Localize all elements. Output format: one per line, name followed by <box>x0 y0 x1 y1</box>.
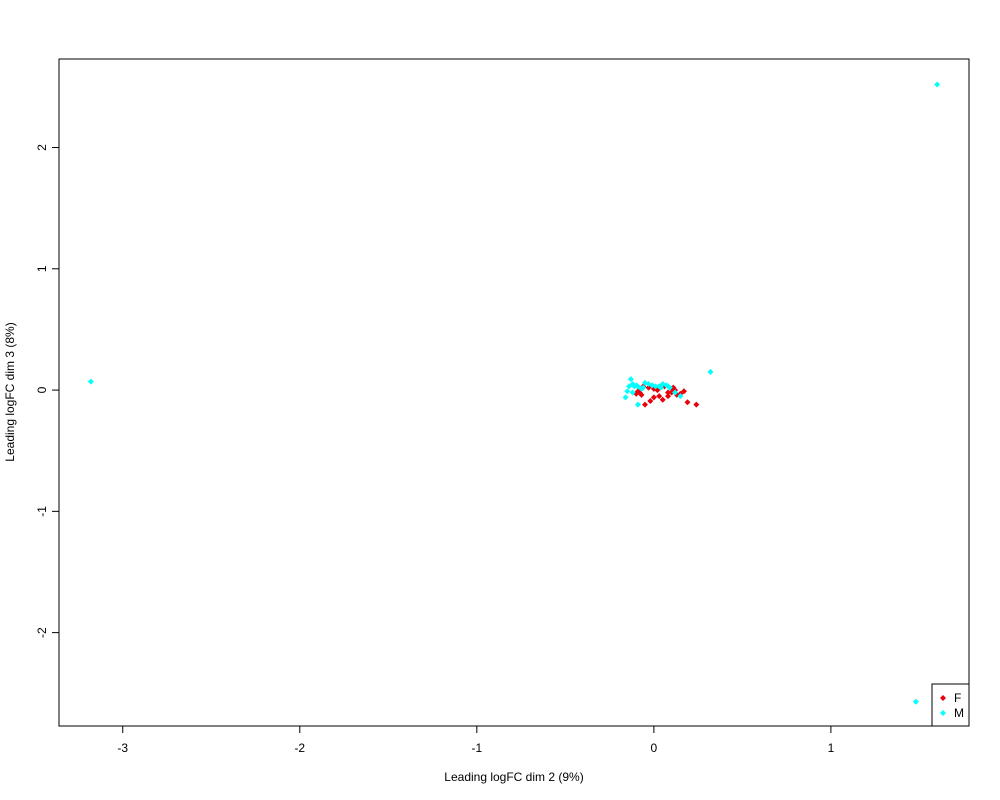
y-tick-label: 0 <box>35 386 49 393</box>
data-points <box>87 81 941 705</box>
x-tick-label: 1 <box>828 741 835 755</box>
x-tick-label: 0 <box>651 741 658 755</box>
point-m <box>640 384 647 391</box>
x-tick-label: -2 <box>294 741 305 755</box>
point-m <box>677 393 684 400</box>
legend-label-f: F <box>954 691 961 705</box>
point-m <box>626 383 633 390</box>
point-f <box>659 396 666 403</box>
legend-marker-f <box>940 695 946 701</box>
point-f <box>680 388 687 395</box>
point-m <box>707 368 714 375</box>
point-m <box>672 389 679 396</box>
y-tick-label: -2 <box>35 627 49 638</box>
legend-label-m: M <box>954 706 964 720</box>
x-axis-title: Leading logFC dim 2 (9%) <box>444 770 583 784</box>
point-f <box>638 391 645 398</box>
point-m <box>624 388 631 395</box>
point-f <box>642 401 649 408</box>
point-f <box>670 384 677 391</box>
point-m <box>657 384 664 391</box>
point-m <box>622 394 629 401</box>
point-m <box>665 383 672 390</box>
y-axis: -2 -1 0 1 2 <box>35 144 60 638</box>
x-tick-label: -3 <box>117 741 128 755</box>
legend-marker-m <box>940 710 946 716</box>
y-tick-label: 1 <box>35 265 49 272</box>
point-m <box>627 376 634 383</box>
point-m <box>634 401 641 408</box>
point-f <box>647 397 654 404</box>
x-axis: -3 -2 -1 0 1 <box>117 725 835 755</box>
point-f <box>665 389 672 396</box>
y-axis-title: Leading logFC dim 3 (8%) <box>3 322 17 461</box>
y-tick-label: 2 <box>35 144 49 151</box>
point-f <box>665 393 672 400</box>
point-f <box>656 393 663 400</box>
point-m <box>652 383 659 390</box>
plot-frame <box>58 58 970 727</box>
legend-box <box>931 683 970 727</box>
legend: FM <box>931 683 970 727</box>
x-tick-label: -1 <box>471 741 482 755</box>
point-m <box>629 389 636 396</box>
point-f <box>684 399 691 406</box>
point-m <box>934 81 941 88</box>
point-f <box>650 394 657 401</box>
y-tick-label: -1 <box>35 506 49 517</box>
point-m <box>87 378 94 385</box>
point-f <box>693 401 700 408</box>
point-m <box>912 698 919 705</box>
